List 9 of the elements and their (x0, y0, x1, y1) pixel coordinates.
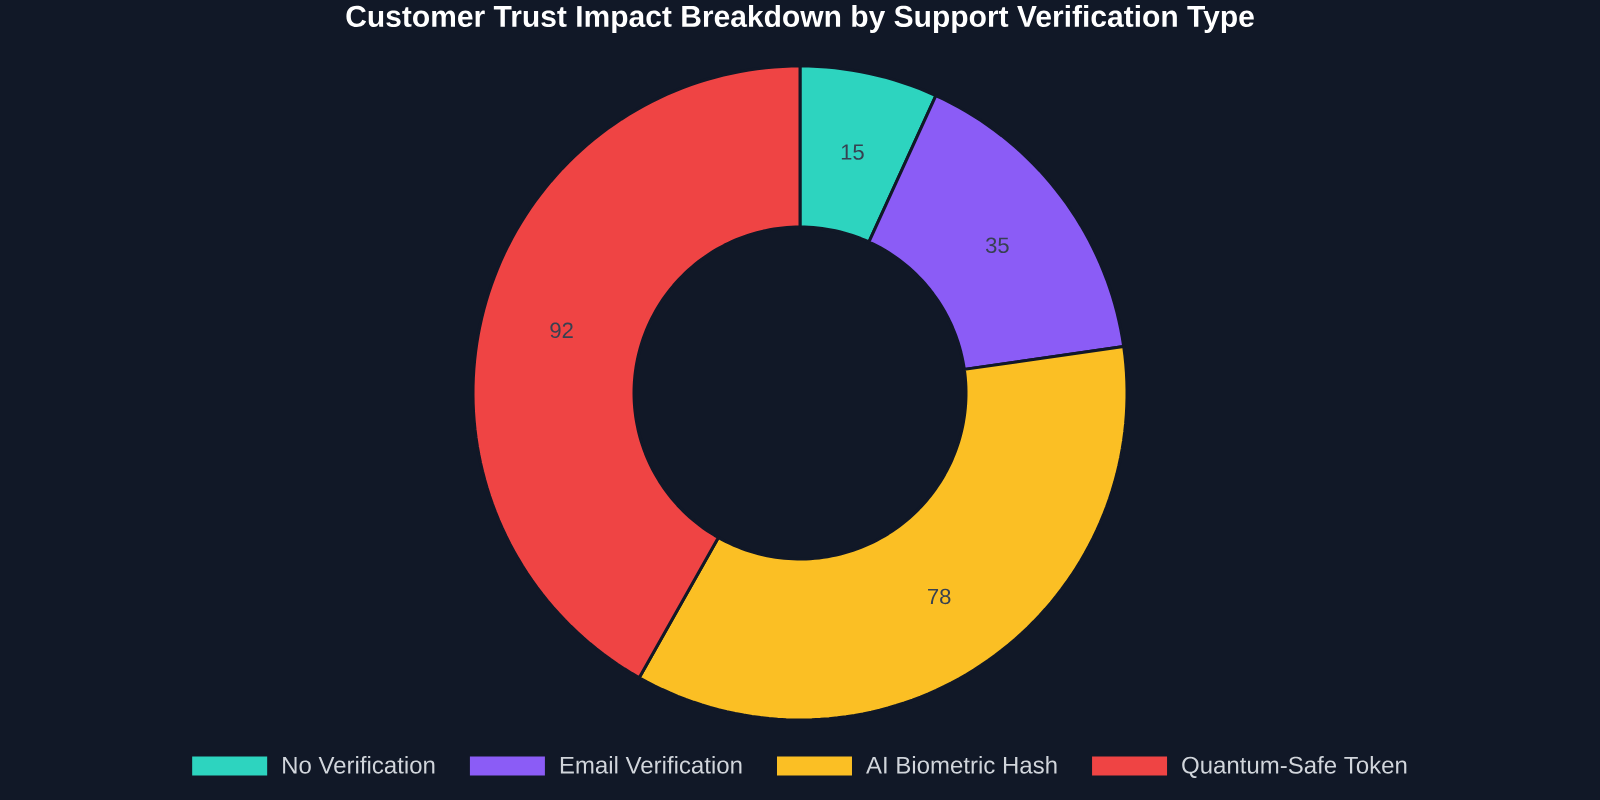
data-label: 35 (985, 237, 1009, 254)
legend-label: AI Biometric Hash (866, 756, 1057, 774)
data-label: 92 (550, 322, 573, 339)
chart-title: Customer Trust Impact Breakdown by Support Verification Type (346, 5, 1254, 33)
data-label: 15 (841, 144, 864, 160)
legend-label: Quantum-Safe Token (1182, 756, 1407, 778)
legend-label: Email Verification (560, 756, 742, 774)
data-label: 78 (928, 588, 951, 605)
legend-label: No Verification (283, 756, 435, 774)
